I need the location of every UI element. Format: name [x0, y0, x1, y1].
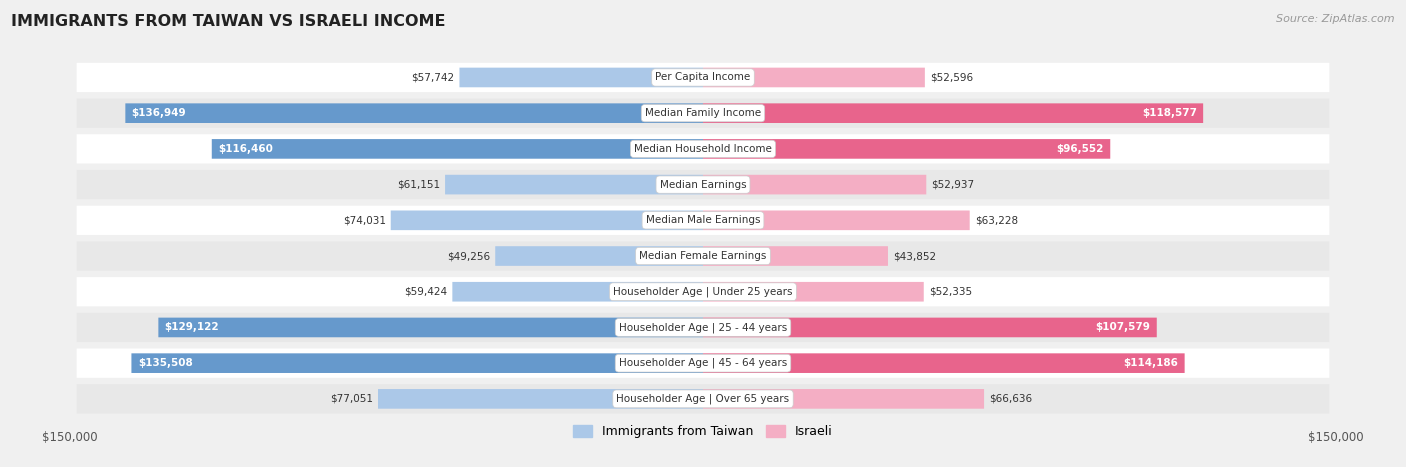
FancyBboxPatch shape — [703, 246, 889, 266]
FancyBboxPatch shape — [76, 313, 1330, 342]
FancyBboxPatch shape — [212, 139, 703, 159]
Text: $107,579: $107,579 — [1095, 322, 1150, 333]
FancyBboxPatch shape — [76, 241, 1330, 271]
Text: $118,577: $118,577 — [1142, 108, 1197, 118]
Legend: Immigrants from Taiwan, Israeli: Immigrants from Taiwan, Israeli — [568, 420, 838, 443]
FancyBboxPatch shape — [703, 139, 1111, 159]
Text: $129,122: $129,122 — [165, 322, 219, 333]
FancyBboxPatch shape — [703, 318, 1157, 337]
Text: $52,335: $52,335 — [929, 287, 972, 297]
FancyBboxPatch shape — [703, 68, 925, 87]
Text: Source: ZipAtlas.com: Source: ZipAtlas.com — [1277, 14, 1395, 24]
FancyBboxPatch shape — [703, 211, 970, 230]
Text: $59,424: $59,424 — [404, 287, 447, 297]
Text: Householder Age | 25 - 44 years: Householder Age | 25 - 44 years — [619, 322, 787, 333]
FancyBboxPatch shape — [125, 103, 703, 123]
FancyBboxPatch shape — [378, 389, 703, 409]
FancyBboxPatch shape — [703, 354, 1185, 373]
Text: Median Female Earnings: Median Female Earnings — [640, 251, 766, 261]
FancyBboxPatch shape — [76, 134, 1330, 163]
Text: $77,051: $77,051 — [330, 394, 373, 404]
Text: $135,508: $135,508 — [138, 358, 193, 368]
FancyBboxPatch shape — [76, 205, 1330, 235]
Text: Householder Age | 45 - 64 years: Householder Age | 45 - 64 years — [619, 358, 787, 368]
FancyBboxPatch shape — [703, 103, 1204, 123]
FancyBboxPatch shape — [446, 175, 703, 194]
Text: $74,031: $74,031 — [343, 215, 385, 225]
Text: $114,186: $114,186 — [1123, 358, 1178, 368]
Text: Householder Age | Over 65 years: Householder Age | Over 65 years — [616, 394, 790, 404]
Text: IMMIGRANTS FROM TAIWAN VS ISRAELI INCOME: IMMIGRANTS FROM TAIWAN VS ISRAELI INCOME — [11, 14, 446, 29]
Text: Median Family Income: Median Family Income — [645, 108, 761, 118]
FancyBboxPatch shape — [159, 318, 703, 337]
Text: $61,151: $61,151 — [396, 180, 440, 190]
Text: Median Household Income: Median Household Income — [634, 144, 772, 154]
FancyBboxPatch shape — [76, 348, 1330, 378]
Text: $63,228: $63,228 — [974, 215, 1018, 225]
FancyBboxPatch shape — [76, 99, 1330, 128]
Text: $57,742: $57,742 — [412, 72, 454, 83]
FancyBboxPatch shape — [131, 354, 703, 373]
Text: $52,596: $52,596 — [929, 72, 973, 83]
FancyBboxPatch shape — [495, 246, 703, 266]
Text: Householder Age | Under 25 years: Householder Age | Under 25 years — [613, 286, 793, 297]
FancyBboxPatch shape — [76, 384, 1330, 413]
Text: $116,460: $116,460 — [218, 144, 273, 154]
FancyBboxPatch shape — [703, 389, 984, 409]
FancyBboxPatch shape — [703, 282, 924, 302]
FancyBboxPatch shape — [460, 68, 703, 87]
Text: $49,256: $49,256 — [447, 251, 491, 261]
Text: $52,937: $52,937 — [931, 180, 974, 190]
FancyBboxPatch shape — [391, 211, 703, 230]
FancyBboxPatch shape — [76, 170, 1330, 199]
Text: $96,552: $96,552 — [1056, 144, 1104, 154]
FancyBboxPatch shape — [453, 282, 703, 302]
FancyBboxPatch shape — [76, 277, 1330, 306]
Text: Median Earnings: Median Earnings — [659, 180, 747, 190]
Text: $66,636: $66,636 — [990, 394, 1032, 404]
Text: $136,949: $136,949 — [132, 108, 187, 118]
Text: Median Male Earnings: Median Male Earnings — [645, 215, 761, 225]
Text: Per Capita Income: Per Capita Income — [655, 72, 751, 83]
FancyBboxPatch shape — [703, 175, 927, 194]
Text: $43,852: $43,852 — [893, 251, 936, 261]
FancyBboxPatch shape — [76, 63, 1330, 92]
